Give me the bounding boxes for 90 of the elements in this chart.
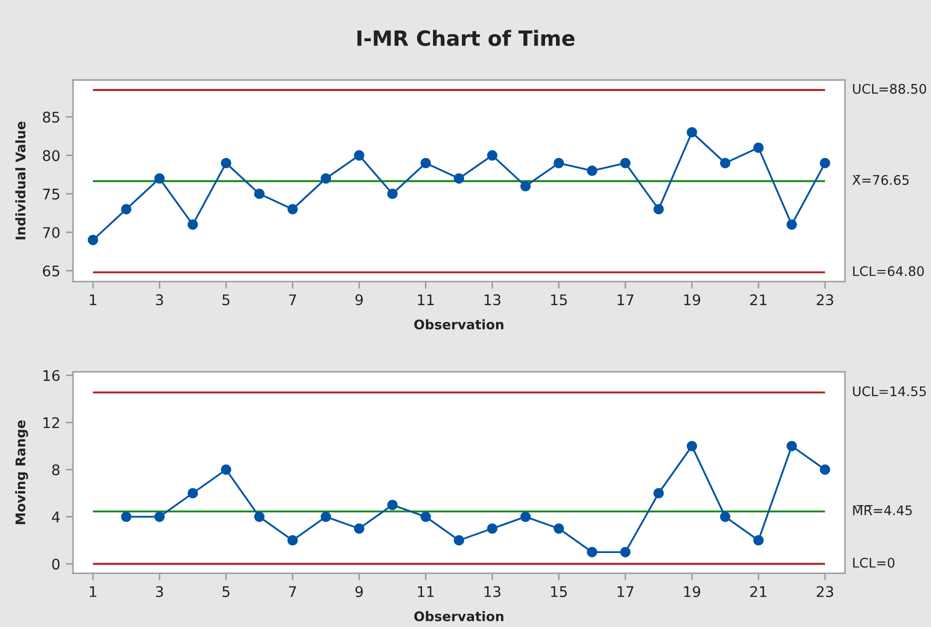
point [454, 173, 464, 184]
y-tick-label: 0 [52, 558, 60, 570]
point [786, 440, 797, 452]
x-tick-label: 17 [618, 586, 634, 597]
x-axis-title: Observation [414, 611, 504, 622]
point [554, 158, 564, 168]
point [820, 158, 830, 168]
point [720, 512, 730, 522]
point [753, 535, 764, 546]
point [586, 546, 598, 558]
y-tick-label: 4 [52, 512, 60, 522]
point [554, 523, 564, 534]
x-tick-label: 5 [222, 294, 230, 306]
y-tick-label: 12 [44, 417, 60, 428]
y-axis-title: Individual Value [15, 122, 26, 240]
y-tick-label: 75 [43, 188, 60, 200]
x-tick-label: 5 [222, 586, 230, 598]
point [520, 180, 531, 192]
x-tick-label: 11 [418, 586, 434, 597]
point [254, 512, 265, 522]
y-tick-label: 70 [43, 227, 60, 238]
x-tick-label: 17 [618, 294, 634, 306]
x-tick-label: 21 [750, 586, 766, 597]
point [121, 512, 132, 522]
ref-line-label: UCL=88.50 [853, 84, 926, 94]
point [320, 512, 332, 522]
chart-title: I-MR Chart of Time [357, 30, 574, 46]
point [454, 535, 464, 546]
point [387, 188, 398, 200]
point [487, 150, 498, 161]
point [720, 158, 730, 168]
point [88, 234, 98, 246]
point [653, 204, 664, 214]
y-axis-title: Moving Range [15, 420, 28, 524]
point [686, 127, 698, 138]
point [653, 488, 664, 498]
y-tick-label: 85 [42, 112, 60, 123]
y-tick-label: 80 [42, 150, 60, 162]
point [620, 158, 631, 168]
point [686, 440, 698, 452]
x-tick-label: 19 [684, 586, 700, 598]
x-tick-label: 19 [684, 294, 700, 306]
x-tick-label: 9 [355, 586, 363, 598]
point [188, 488, 198, 498]
point [487, 523, 498, 534]
ref-line-label: LCL=0 [853, 558, 894, 568]
x-tick-label: 23 [816, 294, 834, 306]
point [520, 512, 531, 522]
x-tick-label: 13 [484, 586, 500, 598]
x-tick-label: 23 [816, 586, 834, 598]
point [620, 546, 631, 558]
point [154, 512, 165, 522]
point [287, 204, 298, 214]
point [753, 142, 764, 153]
point [220, 158, 232, 168]
point [354, 523, 364, 534]
point [586, 166, 598, 176]
point [287, 535, 298, 546]
x-tick-label: 15 [551, 586, 567, 598]
point [220, 464, 232, 475]
point [387, 500, 398, 510]
y-tick-label: 8 [52, 464, 60, 476]
x-tick-label: 7 [289, 294, 296, 306]
point [154, 173, 165, 184]
point [420, 512, 431, 522]
point [420, 158, 431, 168]
y-tick-label: 65 [42, 265, 60, 277]
point [820, 464, 830, 475]
x-tick-label: 7 [289, 586, 296, 597]
ref-line-label: UCL=14.55 [853, 386, 926, 396]
point [121, 204, 132, 214]
x-axis-title: Observation [414, 319, 504, 330]
point [320, 173, 332, 184]
point [786, 219, 797, 230]
ref-line-label: X̄=76.65 [852, 174, 909, 185]
x-tick-label: 15 [551, 294, 567, 306]
x-tick-label: 9 [355, 294, 363, 306]
point [188, 219, 198, 230]
x-tick-label: 3 [156, 586, 163, 598]
x-tick-label: 13 [484, 294, 500, 306]
x-tick-label: 1 [90, 586, 96, 597]
x-tick-label: 11 [418, 294, 434, 306]
point [354, 150, 364, 161]
y-tick-label: 16 [44, 370, 60, 382]
ref-line-label: M̅R̅=4.45 [853, 505, 912, 516]
point [254, 188, 265, 200]
x-tick-label: 1 [90, 294, 96, 306]
x-tick-label: 3 [156, 294, 163, 306]
x-tick-label: 21 [750, 294, 766, 306]
ref-line-label: LCL=64.80 [853, 266, 924, 276]
